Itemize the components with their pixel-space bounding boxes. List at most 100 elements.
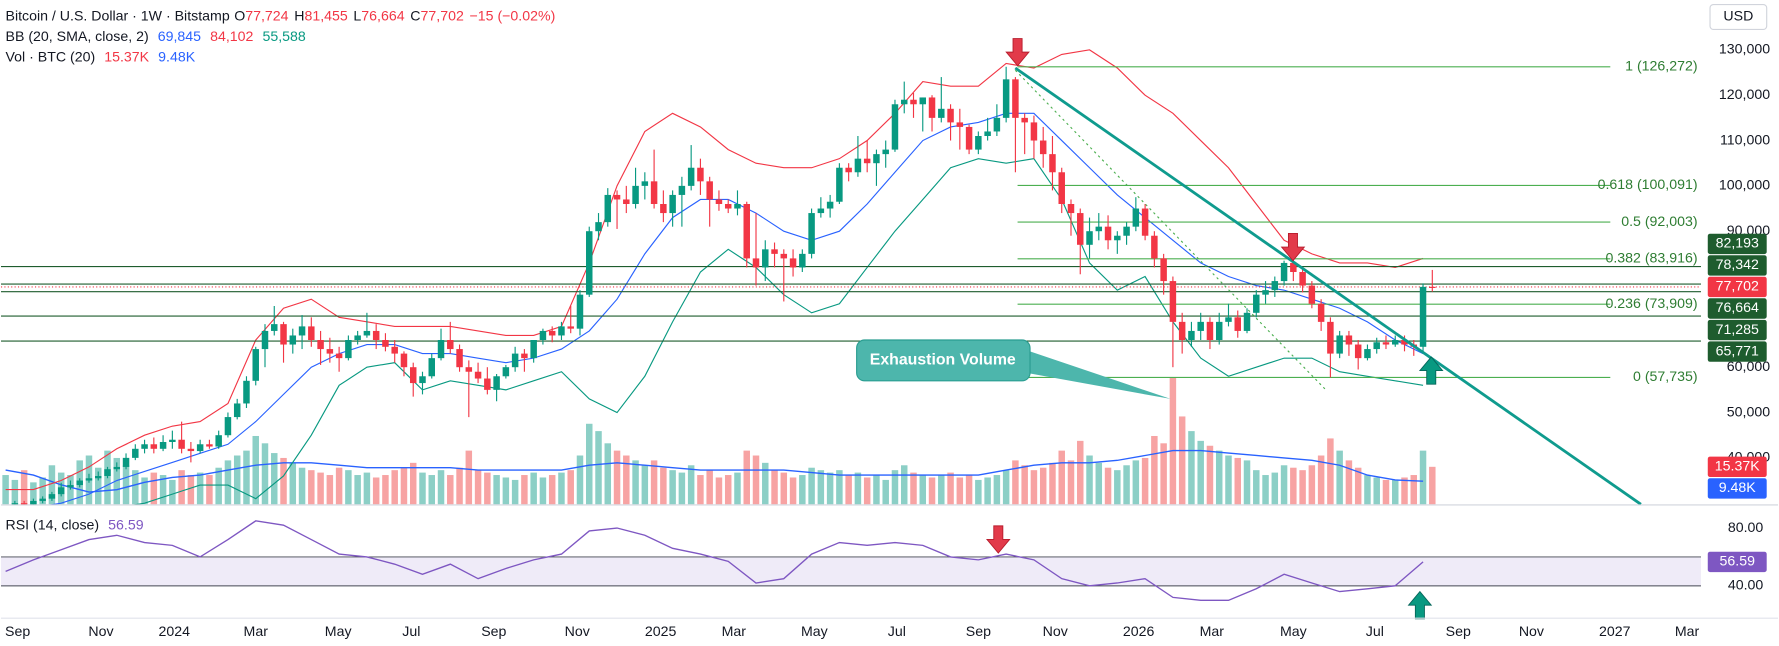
up-arrow — [1418, 356, 1444, 385]
candle-body — [1160, 258, 1167, 282]
legend-text: 55,588 — [263, 29, 306, 45]
volume-bar — [437, 470, 445, 505]
candle-body — [94, 476, 102, 479]
candle-body — [484, 378, 491, 390]
volume-bar — [1392, 479, 1399, 505]
candle-body — [261, 330, 269, 350]
candle-body — [85, 478, 93, 481]
x-tick-label: Jul — [402, 624, 420, 640]
volume-bar — [993, 475, 1001, 505]
volume-bar — [863, 477, 871, 505]
volume-bar — [1141, 457, 1149, 505]
candle-body — [1030, 122, 1038, 141]
legend-text: RSI (14, close) — [6, 518, 100, 534]
candle-body — [493, 376, 500, 390]
volume-bar — [1280, 465, 1288, 505]
candle-body — [308, 326, 315, 340]
volume-bar — [1030, 470, 1038, 505]
legend-text: 81,455 — [304, 9, 347, 25]
candle-body — [650, 181, 658, 204]
volume-bar — [1290, 467, 1297, 505]
legend-text: L — [353, 9, 361, 25]
volume-bar — [1197, 440, 1204, 505]
candle-body — [196, 444, 204, 452]
price-tag-label: 71,285 — [1716, 322, 1759, 338]
candle-body — [752, 258, 760, 268]
volume-tag — [1707, 456, 1767, 478]
legend-text: C — [410, 9, 420, 25]
rsi-pane — [0, 520, 1701, 602]
volume-bar — [891, 470, 899, 505]
candle-body — [1058, 172, 1065, 204]
x-tick-label: Sep — [1446, 624, 1471, 640]
volume-bar — [1012, 460, 1019, 505]
fib-label: 0.618 (100,091) — [1598, 177, 1698, 193]
trend-line — [1014, 66, 1642, 506]
candle-body — [1095, 226, 1103, 232]
candle-body — [233, 403, 241, 418]
candle-body — [502, 367, 510, 377]
price-tag — [1707, 255, 1767, 276]
volume-bar — [30, 482, 37, 505]
candle-body — [1049, 154, 1056, 173]
price-tag-label: 76,664 — [1716, 300, 1759, 316]
legend-text: O — [234, 9, 245, 25]
candle-body — [826, 201, 834, 209]
candle-body — [789, 258, 797, 268]
volume-bar — [419, 472, 426, 505]
volume-bar — [2, 475, 9, 505]
x-tick-label: 2026 — [1123, 624, 1155, 640]
candle-body — [1317, 303, 1325, 322]
volume-bar — [308, 470, 315, 505]
candle-body — [1364, 349, 1371, 359]
candle-body — [706, 181, 713, 200]
bb-upper — [5, 49, 1424, 491]
volume-bar — [400, 467, 408, 505]
legend-text: 76,664 — [361, 9, 404, 25]
volume-bar — [1123, 465, 1130, 505]
candle-body — [1354, 344, 1362, 359]
candle-body — [122, 457, 130, 467]
volume-bar — [326, 475, 334, 505]
candle-body — [669, 194, 676, 214]
legend-text: BB (20, SMA, close, 2) — [6, 29, 149, 45]
candle-body — [1197, 321, 1204, 331]
x-tick-label: May — [325, 624, 353, 640]
volume-bar — [1114, 470, 1121, 505]
candle-body — [910, 99, 917, 105]
candle-body — [326, 349, 334, 354]
volume-bar — [1262, 475, 1269, 505]
volume-bar — [947, 472, 954, 505]
candle-body — [993, 117, 1001, 132]
price-tag — [1707, 319, 1767, 341]
candle-body — [780, 253, 788, 259]
volume-bar — [697, 475, 704, 505]
volume-bar — [298, 467, 306, 505]
volume-bar — [586, 423, 593, 505]
price-tag-label: 78,342 — [1716, 257, 1759, 273]
y-tick-label: 130,000 — [1719, 42, 1770, 58]
volume-bar — [743, 450, 750, 505]
candle-body — [965, 126, 973, 150]
bb-basis — [50, 112, 1424, 505]
candle-body — [511, 353, 519, 368]
bb-lower — [134, 158, 1424, 505]
volume-bar — [928, 477, 936, 505]
candle-body — [521, 353, 528, 359]
rsi-line — [5, 520, 1424, 602]
currency-box[interactable] — [1709, 3, 1768, 31]
candle-body — [567, 326, 574, 329]
candle-body — [1123, 226, 1130, 236]
candle-body — [1373, 342, 1380, 350]
x-tick-label: Nov — [88, 624, 114, 640]
volume-bar — [252, 435, 259, 505]
volume-bar — [1178, 416, 1186, 505]
candle-body — [900, 99, 908, 105]
legend-text: Vol · BTC (20) — [6, 50, 96, 66]
volume-bar — [206, 475, 213, 505]
volume-bar — [521, 475, 528, 505]
volume-bar — [687, 465, 695, 505]
volume-bar — [1429, 466, 1436, 505]
volume-bar — [428, 475, 435, 505]
